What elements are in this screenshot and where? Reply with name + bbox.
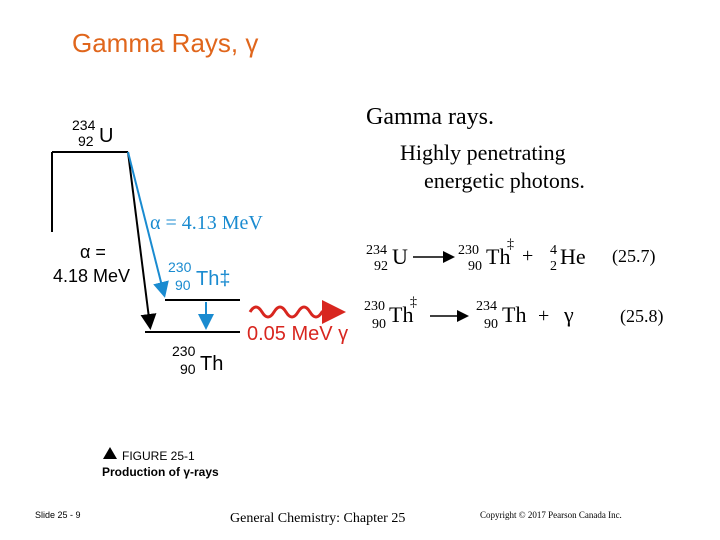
equation: 234 92 U 230 90 Th ‡ + 4 2 He (25.7) bbox=[366, 237, 656, 274]
symbol: Th‡ bbox=[196, 268, 230, 290]
intro-line: energetic photons. bbox=[424, 168, 585, 193]
course: General Chemistry: Chapter 25 bbox=[230, 511, 405, 526]
intro-line: Highly penetrating bbox=[400, 140, 566, 165]
mass-number: 234 bbox=[72, 117, 96, 133]
decay-diagram: 234 92 U α = 4.13 MeV α = 4.18 MeV 230 9… bbox=[51, 117, 348, 479]
title: Gamma Rays, γ bbox=[72, 28, 258, 58]
gamma-label: 0.05 MeV γ bbox=[247, 323, 348, 345]
heading: Gamma rays. bbox=[366, 104, 494, 130]
symbol: Th bbox=[486, 244, 510, 269]
atomic-number: 92 bbox=[374, 259, 388, 274]
atomic-number: 90 bbox=[468, 259, 482, 274]
equation-number: (25.8) bbox=[620, 306, 664, 327]
mass-number: 234 bbox=[476, 299, 497, 314]
atomic-number: 90 bbox=[175, 277, 191, 293]
arrow bbox=[127, 151, 157, 330]
alpha-label: α = bbox=[80, 242, 106, 262]
mass-number: 230 bbox=[458, 243, 479, 258]
plus: + bbox=[538, 305, 549, 327]
atomic-number: 2 bbox=[550, 259, 557, 274]
symbol: U bbox=[392, 244, 408, 269]
copyright: Copyright © 2017 Pearson Canada Inc. bbox=[480, 510, 622, 520]
symbol: γ bbox=[563, 302, 574, 327]
mark: ‡ bbox=[410, 295, 417, 310]
alpha-label: α = 4.13 MeV bbox=[150, 212, 263, 234]
plus: + bbox=[522, 245, 533, 267]
equation: 230 90 Th ‡ 234 90 Th + γ (25.8) bbox=[364, 295, 664, 332]
symbol: Th bbox=[389, 302, 413, 327]
gamma-wave bbox=[248, 300, 346, 324]
slide-number: Slide 25 - 9 bbox=[35, 510, 81, 520]
atomic-number: 92 bbox=[78, 133, 94, 149]
atomic-number: 90 bbox=[484, 317, 498, 332]
mass-number: 230 bbox=[172, 343, 196, 359]
equation-number: (25.7) bbox=[612, 246, 656, 267]
mass-number: 230 bbox=[168, 259, 192, 275]
alpha-label: 4.18 MeV bbox=[53, 266, 130, 286]
symbol: Th bbox=[502, 302, 526, 327]
symbol: U bbox=[99, 125, 113, 147]
atomic-number: 90 bbox=[180, 361, 196, 377]
mass-number: 4 bbox=[550, 243, 557, 258]
mark: ‡ bbox=[507, 237, 514, 252]
atomic-number: 90 bbox=[372, 317, 386, 332]
arrow bbox=[127, 151, 169, 298]
caption: Production of γ-rays bbox=[102, 465, 219, 479]
symbol: He bbox=[560, 244, 586, 269]
symbol: Th bbox=[200, 353, 223, 375]
caption-triangle bbox=[103, 447, 117, 459]
caption: FIGURE 25-1 bbox=[122, 449, 195, 463]
mass-number: 230 bbox=[364, 299, 385, 314]
mass-number: 234 bbox=[366, 243, 387, 258]
